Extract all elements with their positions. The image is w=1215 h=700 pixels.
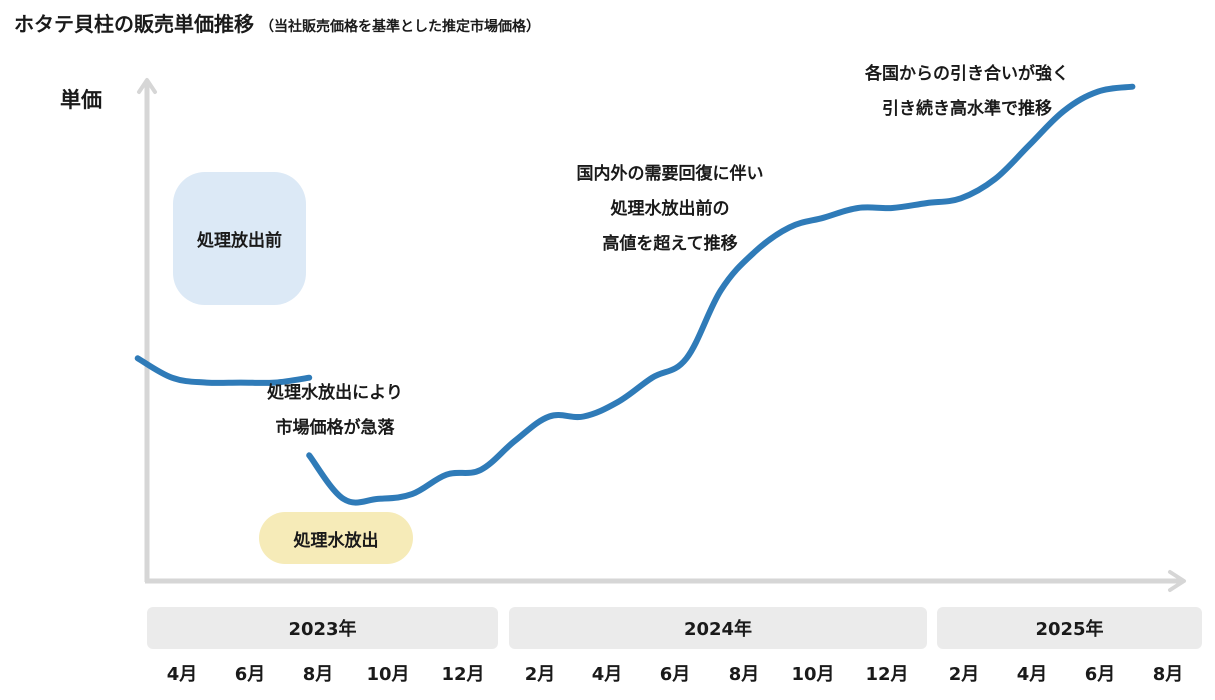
annotation-recovery-line-3: 高値を超えて推移 — [602, 234, 738, 254]
chart-title: ホタテ貝柱の販売単価推移 （当社販売価格を基準とした推定市場価格） — [14, 8, 540, 37]
badge-release: 処理水放出 — [259, 512, 413, 564]
price-line-segment-1 — [134, 355, 313, 386]
month-tick-label: 4月 — [1016, 664, 1048, 685]
month-tick-label: 2月 — [948, 664, 980, 685]
annotation-high-level-line-1: 各国からの引き合いが強く — [865, 64, 1069, 84]
month-tick-label: 12月 — [441, 664, 485, 685]
series-layer — [134, 83, 1136, 506]
year-band-2023: 2023年 — [147, 607, 498, 649]
month-tick-label: 10月 — [791, 664, 835, 685]
y-axis-label: 単価 — [60, 88, 102, 112]
price-line-segment-2 — [306, 83, 1136, 506]
month-tick-label: 12月 — [865, 664, 909, 685]
x-axis-arrow-icon — [1168, 570, 1186, 592]
month-tick-label: 10月 — [366, 664, 410, 685]
annotation-high-level: 各国からの引き合いが強く 引き続き高水準で推移 — [833, 57, 1101, 127]
year-band-2025: 2025年 — [937, 607, 1202, 649]
month-tick-label: 8月 — [728, 664, 760, 685]
chart-subtitle: （当社販売価格を基準とした推定市場価格） — [260, 19, 540, 35]
month-tick-label: 2月 — [524, 664, 556, 685]
annotation-drop-line-2: 市場価格が急落 — [275, 418, 395, 438]
annotation-recovery-line-2: 処理水放出前の — [610, 199, 730, 219]
year-label-2023: 2023年 — [288, 619, 357, 640]
axes — [137, 78, 1186, 592]
month-tick-label: 6月 — [659, 664, 691, 685]
annotation-drop-line-1: 処理水放出により — [267, 383, 403, 403]
annotation-recovery-line-1: 国内外の需要回復に伴い — [576, 164, 764, 184]
badge-before-release-label: 処理放出前 — [197, 231, 282, 251]
month-tick-label: 8月 — [302, 664, 334, 685]
year-band-2024: 2024年 — [509, 607, 927, 649]
y-axis-arrow-icon — [137, 78, 157, 94]
chart-title-text: ホタテ貝柱の販売単価推移 — [14, 12, 254, 36]
year-label-2025: 2025年 — [1035, 619, 1104, 640]
month-tick-label: 6月 — [234, 664, 266, 685]
annotation-high-level-line-2: 引き続き高水準で推移 — [882, 99, 1052, 119]
annotation-drop: 処理水放出により 市場価格が急落 — [244, 376, 426, 446]
month-tick-label: 6月 — [1084, 664, 1116, 685]
annotation-recovery: 国内外の需要回復に伴い 処理水放出前の 高値を超えて推移 — [545, 157, 795, 262]
badge-release-label: 処理水放出 — [293, 530, 379, 551]
month-tick-label: 4月 — [591, 664, 623, 685]
month-tick-label: 4月 — [166, 664, 198, 685]
badge-before-release: 処理放出前 — [173, 172, 306, 305]
year-label-2024: 2024年 — [683, 619, 753, 640]
month-tick-label: 8月 — [1152, 664, 1184, 685]
